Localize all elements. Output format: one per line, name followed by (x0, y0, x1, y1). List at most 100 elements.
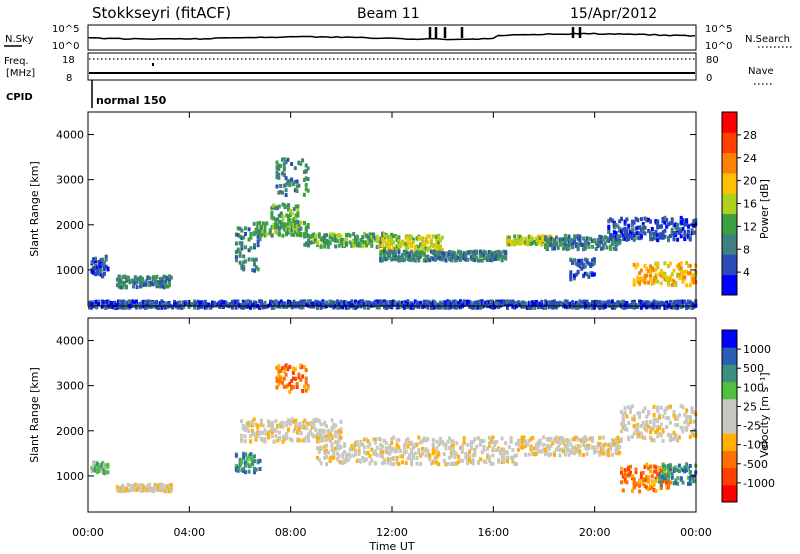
velocity-cell (435, 452, 439, 457)
power-cell (535, 300, 538, 304)
power-cell (253, 243, 256, 248)
velocity-cell (625, 414, 629, 419)
power-cell (439, 304, 442, 309)
power-cell (281, 222, 285, 227)
power-cell (251, 268, 255, 273)
power-cell (421, 236, 424, 241)
velocity-cell (652, 488, 656, 493)
velocity-cell (317, 446, 321, 451)
velocity-cell (275, 385, 279, 390)
power-cell (518, 234, 522, 239)
power-cell (240, 241, 244, 246)
power-cell (611, 300, 614, 305)
velocity-cell (460, 446, 464, 451)
velocity-cell (319, 436, 323, 441)
velocity-cell (647, 487, 651, 492)
velocity-cell (630, 404, 634, 409)
power-cell (667, 280, 670, 285)
velocity-cell (133, 482, 137, 487)
velocity-cell (290, 386, 294, 391)
power-cell (379, 250, 383, 255)
power-cell (126, 305, 129, 309)
velocity-cell (415, 456, 419, 460)
velocity-cell (245, 456, 249, 461)
power-colorbar-swatch (722, 112, 737, 133)
power-cell (146, 275, 150, 280)
velocity-cell (668, 465, 672, 470)
power-cell (672, 237, 676, 242)
velocity-cell (676, 423, 680, 428)
power-cell (667, 282, 670, 287)
velocity-cell (688, 481, 692, 486)
velocity-cell (663, 473, 667, 478)
power-cell (408, 236, 412, 241)
velocity-cell (567, 452, 571, 457)
power-cell (659, 281, 663, 286)
velocity-cell (388, 446, 392, 451)
velocity-cell (307, 421, 310, 426)
power-cell (113, 305, 117, 310)
velocity-cell (650, 479, 654, 484)
power-cell (504, 253, 508, 258)
power-cell (672, 268, 676, 273)
power-cell (244, 245, 247, 250)
velocity-cell (317, 439, 321, 444)
velocity-cell (339, 430, 343, 434)
velocity-cell (607, 443, 611, 447)
power-cell (345, 241, 348, 246)
velocity-cell (515, 453, 518, 458)
velocity-cell (121, 483, 125, 488)
power-cell (433, 300, 437, 305)
velocity-cell (282, 369, 286, 374)
power-cell (289, 209, 292, 213)
velocity-cell (554, 435, 558, 440)
power-cell (285, 226, 288, 231)
velocity-cell (692, 428, 696, 433)
power-cell (618, 226, 622, 231)
velocity-cell (507, 445, 511, 450)
power-cell (135, 305, 138, 310)
power-cell (244, 259, 247, 264)
power-cell (574, 261, 578, 266)
power-cell (439, 244, 442, 249)
power-cell (147, 299, 151, 304)
velocity-cell (679, 404, 683, 409)
power-cell (687, 271, 690, 276)
power-cell (379, 253, 383, 258)
power-cell (128, 280, 132, 285)
velocity-cell (667, 416, 670, 420)
power-cell (332, 300, 336, 305)
velocity-cell (677, 435, 681, 440)
power-colorbar-tick-label: 20 (743, 175, 757, 188)
power-cell (288, 183, 292, 188)
power-cell (524, 301, 528, 306)
velocity-cell (600, 449, 604, 454)
velocity-cell (330, 418, 334, 423)
power-cell (491, 304, 495, 309)
velocity-cell (267, 435, 271, 440)
velocity-cell (582, 453, 585, 458)
power-cell (515, 240, 518, 245)
velocity-cell (363, 437, 366, 442)
power-cell (495, 256, 499, 261)
power-cell (419, 300, 423, 305)
velocity-cell (650, 427, 654, 432)
velocity-cell (661, 429, 665, 434)
velocity-cell (316, 432, 319, 437)
velocity-cell (278, 423, 281, 428)
power-cell (527, 305, 531, 310)
power-cell (553, 301, 556, 306)
velocity-cell (663, 464, 667, 469)
velocity-cell (153, 486, 157, 490)
velocity-cell (643, 406, 647, 411)
power-cell (591, 272, 594, 277)
power-cell (149, 304, 153, 309)
velocity-cell (419, 453, 423, 458)
power-cell (277, 163, 281, 168)
velocity-cell (500, 455, 504, 460)
power-cell (498, 301, 502, 306)
power-cell (283, 223, 287, 228)
velocity-cell (282, 365, 286, 370)
power-cell (290, 218, 294, 223)
